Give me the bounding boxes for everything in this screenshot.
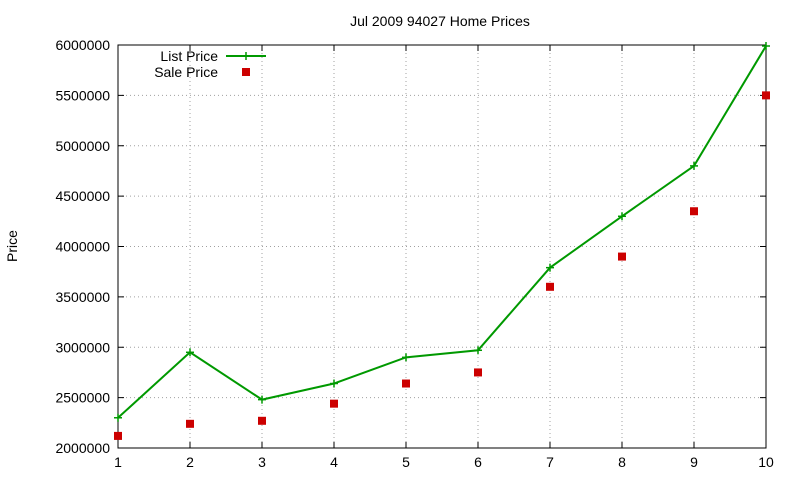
list-price-point	[762, 42, 770, 51]
y-tick-label: 3000000	[55, 339, 110, 355]
list-price-point	[618, 212, 626, 221]
x-tick-label: 7	[546, 454, 554, 470]
chart-title: Jul 2009 94027 Home Prices	[350, 13, 530, 29]
list-price-point	[546, 263, 554, 272]
sale-price-point	[546, 282, 554, 291]
sale-price-point	[762, 91, 770, 100]
x-tick-label: 3	[258, 454, 266, 470]
x-tick-label: 8	[618, 454, 626, 470]
sale-price-point	[402, 379, 410, 388]
sale-price-point	[114, 431, 122, 440]
legend-label: Sale Price	[154, 64, 218, 80]
x-tick-label: 1	[114, 454, 122, 470]
y-tick-label: 3500000	[55, 289, 110, 305]
x-tick-label: 5	[402, 454, 410, 470]
y-tick-label: 6000000	[55, 37, 110, 53]
y-tick-label: 2500000	[55, 390, 110, 406]
series-sale-price	[114, 91, 770, 440]
list-price-point	[114, 413, 122, 422]
y-tick-label: 4500000	[55, 188, 110, 204]
legend-plus-marker	[242, 52, 250, 60]
y-tick-label: 4000000	[55, 239, 110, 255]
sale-price-point	[474, 368, 482, 377]
y-tick-label: 5500000	[55, 87, 110, 103]
series-list-price	[114, 42, 770, 422]
y-axis-label: Price	[4, 230, 20, 262]
y-tick-label: 2000000	[55, 440, 110, 456]
sale-price-point	[330, 399, 338, 408]
list-price-line	[117, 45, 767, 419]
list-price-point	[690, 161, 698, 170]
list-price-point	[330, 379, 338, 388]
series-layer	[114, 42, 770, 440]
list-price-point	[474, 346, 482, 355]
x-tick-label: 2	[186, 454, 194, 470]
list-price-point	[258, 395, 266, 404]
grid	[118, 45, 766, 448]
x-tick-label: 6	[474, 454, 482, 470]
ticks: 2000000250000030000003500000400000045000…	[55, 37, 774, 470]
x-tick-label: 4	[330, 454, 338, 470]
sale-price-point	[186, 419, 194, 428]
y-tick-label: 5000000	[55, 138, 110, 154]
plot-frame	[117, 44, 767, 449]
x-tick-label: 9	[690, 454, 698, 470]
x-tick-label: 10	[758, 454, 774, 470]
legend-label: List Price	[160, 48, 218, 64]
sale-price-point	[618, 252, 626, 261]
list-price-point	[402, 353, 410, 362]
legend-square-marker	[242, 68, 250, 76]
sale-price-point	[690, 207, 698, 216]
list-price-point	[186, 348, 194, 357]
sale-price-point	[258, 416, 266, 425]
